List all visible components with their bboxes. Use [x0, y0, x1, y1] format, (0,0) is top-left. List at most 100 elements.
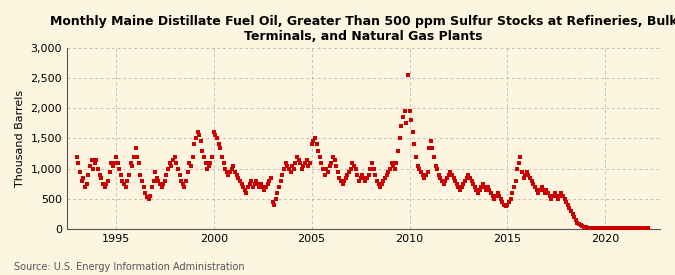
Point: [595, 226, 605, 230]
Point: [163, 166, 173, 171]
Point: [432, 166, 443, 171]
Point: [391, 160, 402, 165]
Point: [525, 175, 536, 180]
Point: [171, 160, 182, 165]
Point: [597, 226, 608, 230]
Point: [132, 154, 142, 159]
Point: [539, 190, 550, 195]
Point: [386, 160, 397, 165]
Point: [429, 154, 439, 159]
Point: [564, 205, 575, 210]
Point: [430, 163, 441, 168]
Point: [367, 160, 377, 165]
Point: [404, 109, 415, 114]
Point: [394, 136, 405, 141]
Point: [620, 226, 630, 230]
Point: [122, 178, 133, 183]
Point: [641, 226, 651, 230]
Point: [115, 172, 126, 177]
Point: [435, 175, 446, 180]
Point: [489, 196, 500, 201]
Point: [549, 190, 560, 195]
Point: [608, 226, 619, 230]
Point: [360, 178, 371, 183]
Point: [399, 109, 410, 114]
Point: [269, 202, 279, 207]
Point: [310, 136, 321, 141]
Point: [150, 169, 161, 174]
Point: [585, 226, 596, 230]
Point: [418, 175, 429, 180]
Point: [176, 178, 186, 183]
Point: [76, 178, 87, 183]
Point: [329, 157, 340, 162]
Point: [491, 193, 502, 198]
Point: [300, 160, 310, 165]
Point: [148, 178, 159, 183]
Title: Monthly Maine Distillate Fuel Oil, Greater Than 500 ppm Sulfur Stocks at Refiner: Monthly Maine Distillate Fuel Oil, Great…: [50, 15, 675, 43]
Point: [273, 184, 284, 189]
Point: [95, 172, 105, 177]
Point: [396, 124, 407, 129]
Point: [476, 184, 487, 189]
Point: [78, 175, 88, 180]
Point: [562, 202, 573, 207]
Point: [500, 204, 511, 208]
Point: [559, 196, 570, 201]
Point: [458, 182, 468, 186]
Point: [453, 184, 464, 189]
Point: [513, 160, 524, 165]
Point: [584, 226, 595, 230]
Point: [135, 172, 146, 177]
Point: [538, 187, 549, 192]
Point: [610, 226, 620, 230]
Point: [114, 166, 125, 171]
Point: [181, 178, 192, 183]
Point: [450, 178, 460, 183]
Point: [409, 142, 420, 147]
Point: [474, 187, 485, 192]
Point: [421, 172, 431, 177]
Point: [589, 226, 599, 230]
Point: [303, 163, 314, 168]
Point: [365, 166, 376, 171]
Point: [518, 175, 529, 180]
Point: [86, 157, 97, 162]
Point: [292, 154, 302, 159]
Point: [106, 160, 117, 165]
Point: [109, 160, 119, 165]
Point: [456, 184, 467, 189]
Point: [340, 175, 351, 180]
Point: [510, 178, 521, 183]
Point: [452, 182, 462, 186]
Point: [447, 172, 458, 177]
Point: [112, 160, 123, 165]
Point: [242, 184, 253, 189]
Point: [104, 169, 115, 174]
Point: [204, 163, 215, 168]
Point: [220, 166, 231, 171]
Point: [316, 160, 327, 165]
Point: [493, 193, 504, 198]
Point: [572, 221, 583, 225]
Point: [355, 175, 366, 180]
Point: [321, 166, 331, 171]
Point: [257, 184, 268, 189]
Point: [630, 226, 641, 230]
Point: [463, 172, 474, 177]
Point: [601, 226, 612, 230]
Point: [146, 184, 157, 189]
Point: [545, 193, 556, 198]
Point: [88, 166, 99, 171]
Point: [73, 160, 84, 165]
Point: [279, 166, 290, 171]
Point: [332, 169, 343, 174]
Point: [383, 169, 394, 174]
Point: [377, 182, 387, 186]
Point: [381, 172, 392, 177]
Point: [240, 187, 250, 192]
Point: [261, 184, 271, 189]
Point: [130, 145, 141, 150]
Point: [556, 190, 566, 195]
Point: [415, 169, 426, 174]
